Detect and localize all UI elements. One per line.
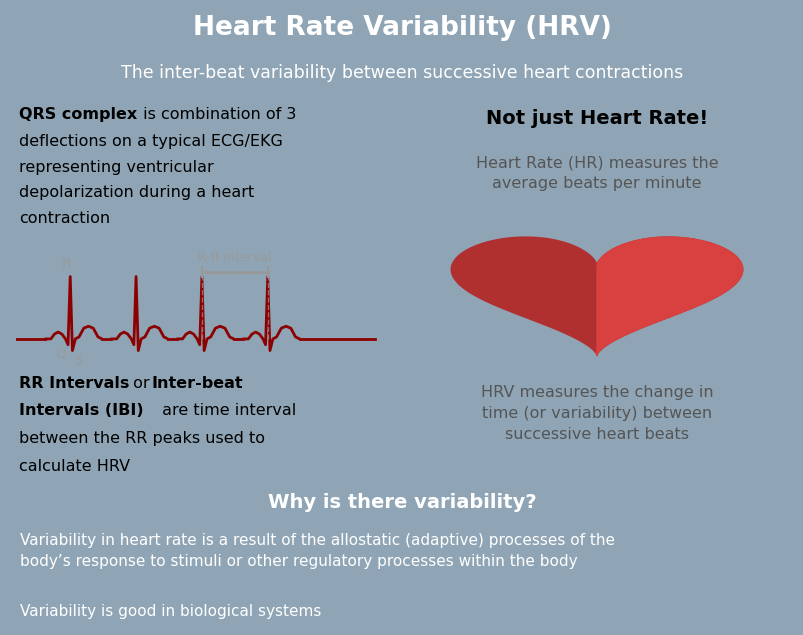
Text: Inter-beat: Inter-beat <box>151 376 243 391</box>
Text: calculate HRV: calculate HRV <box>19 458 130 474</box>
Text: or: or <box>128 376 154 391</box>
Text: Variability in heart rate is a result of the allostatic (adaptive) processes of : Variability in heart rate is a result of… <box>20 533 614 568</box>
Text: Why is there variability?: Why is there variability? <box>267 493 536 512</box>
Text: S: S <box>74 354 82 366</box>
Polygon shape <box>596 237 742 356</box>
Text: Heart Rate (HR) measures the
average beats per minute: Heart Rate (HR) measures the average bea… <box>475 156 717 191</box>
Text: Q: Q <box>57 348 67 361</box>
Text: Intervals (IBI): Intervals (IBI) <box>19 403 144 418</box>
Text: R-R Interval: R-R Interval <box>198 251 271 264</box>
Text: RR Intervals: RR Intervals <box>19 376 130 391</box>
Text: between the RR peaks used to: between the RR peaks used to <box>19 431 265 446</box>
Text: are time interval: are time interval <box>157 403 296 418</box>
Text: representing ventricular: representing ventricular <box>19 160 214 175</box>
Text: Not just Heart Rate!: Not just Heart Rate! <box>485 109 707 128</box>
Text: QRS complex: QRS complex <box>19 107 137 123</box>
Text: deflections on a typical ECG/EKG: deflections on a typical ECG/EKG <box>19 134 283 149</box>
Text: depolarization during a heart: depolarization during a heart <box>19 185 255 200</box>
Text: Variability is good in biological systems: Variability is good in biological system… <box>20 603 321 618</box>
Text: Heart Rate Variability (HRV): Heart Rate Variability (HRV) <box>193 15 610 41</box>
Text: R: R <box>62 257 71 271</box>
Text: is combination of 3: is combination of 3 <box>138 107 296 123</box>
Text: HRV measures the change in
time (or variability) between
successive heart beats: HRV measures the change in time (or vari… <box>480 385 712 443</box>
Text: The inter-beat variability between successive heart contractions: The inter-beat variability between succe… <box>120 64 683 83</box>
Text: contraction: contraction <box>19 211 111 225</box>
Polygon shape <box>450 237 742 356</box>
